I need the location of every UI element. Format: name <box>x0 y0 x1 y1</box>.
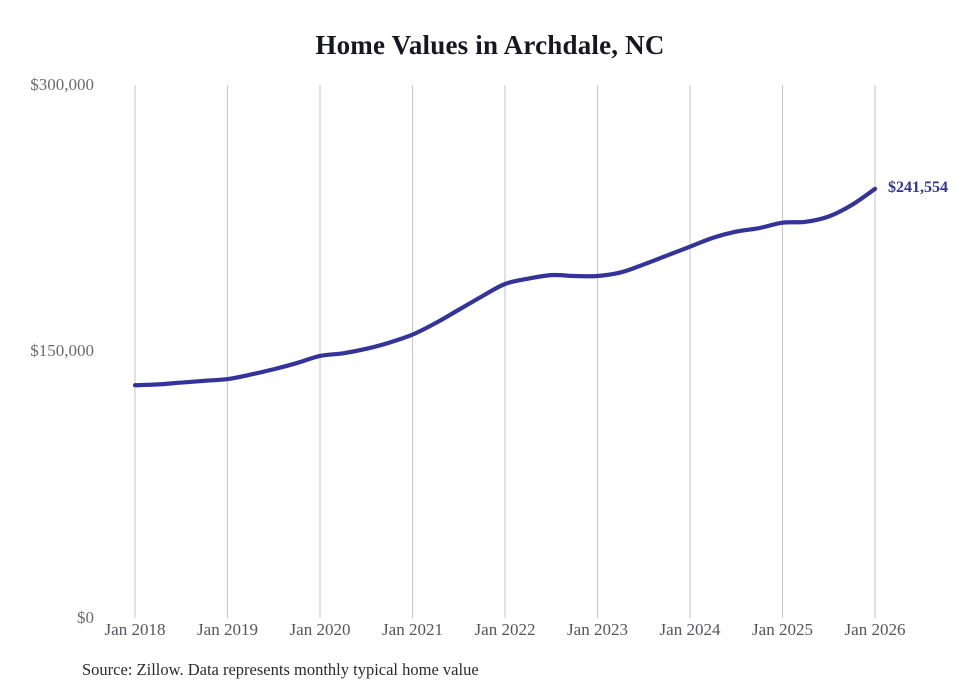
y-axis-tick-label-150000: $150,000 <box>30 341 94 360</box>
end-value-annotation: $241,554 <box>888 178 948 196</box>
x-axis-tick-label-jan-2023: Jan 2023 <box>567 620 628 639</box>
x-axis-tick-label-jan-2025: Jan 2025 <box>752 620 813 639</box>
x-axis-tick-label-jan-2021: Jan 2021 <box>382 620 443 639</box>
x-axis-tick-label-jan-2024: Jan 2024 <box>659 620 721 639</box>
x-axis-tick-label-jan-2022: Jan 2022 <box>474 620 536 639</box>
x-axis-tick-label-jan-2020: Jan 2020 <box>289 620 351 639</box>
chart-title: Home Values in Archdale, NC <box>315 30 665 60</box>
y-axis-tick-label-300000: $300,000 <box>30 75 94 94</box>
y-axis-tick-label-0: $0 <box>77 608 94 627</box>
x-axis-tick-label-jan-2019: Jan 2019 <box>197 620 258 639</box>
source-note: Source: Zillow. Data represents monthly … <box>82 660 479 679</box>
x-axis-tick-label-jan-2026: Jan 2026 <box>844 620 906 639</box>
home-value-line <box>132 186 878 388</box>
gridlines <box>134 85 876 618</box>
x-axis-tick-label-jan-2018: Jan 2018 <box>104 620 166 639</box>
